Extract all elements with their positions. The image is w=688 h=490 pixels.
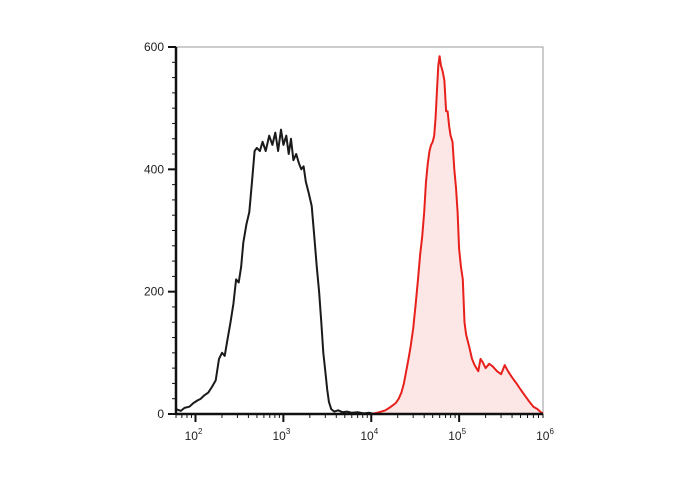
y-tick-label: 200 (144, 285, 164, 299)
x-tick-label: 102 (185, 427, 203, 443)
y-tick-label: 0 (157, 407, 164, 421)
y-tick-label: 400 (144, 162, 164, 176)
x-tick-label: 103 (272, 427, 290, 443)
series-1-fill (371, 56, 543, 414)
plot-area (175, 46, 544, 415)
plot-frame (175, 46, 544, 415)
x-axis: 102 103 104 105 106 (175, 412, 554, 443)
x-tick-label: 106 (536, 427, 554, 443)
y-axis: 0 200 400 600 (144, 40, 178, 421)
x-tick-label: 105 (448, 427, 466, 443)
y-tick-label: 600 (144, 40, 164, 54)
series-0-line (175, 128, 376, 415)
x-tick-label: 104 (360, 427, 378, 443)
series-1-line (371, 55, 544, 415)
